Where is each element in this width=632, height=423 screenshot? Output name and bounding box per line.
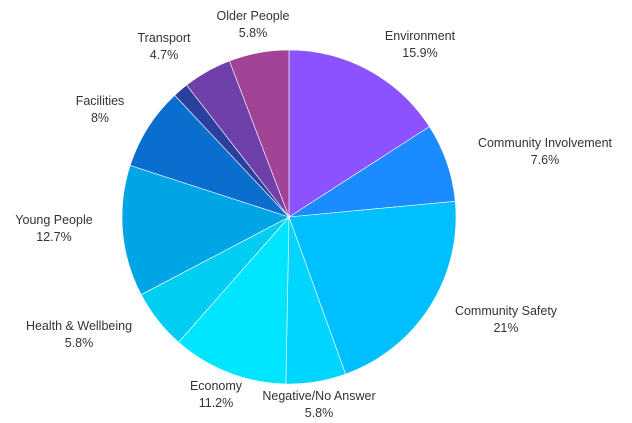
slice-label-community-safety: Community Safety [455, 304, 558, 318]
slice-value-facilities: 8% [91, 111, 109, 125]
slice-label-environment: Environment [385, 29, 456, 43]
slice-value-health-wellbeing: 5.8% [65, 336, 94, 350]
slice-label-negative-no-answer: Negative/No Answer [262, 389, 375, 403]
pie-slice-economy [178, 216, 290, 385]
pie-slices [121, 49, 457, 385]
slice-label-health-wellbeing: Health & Wellbeing [26, 319, 132, 333]
pie-slice-young-people [121, 165, 290, 296]
slice-value-community-safety: 21% [493, 321, 518, 335]
slice-value-older-people: 5.8% [239, 26, 268, 40]
pie-slice-community-safety [288, 200, 457, 375]
slice-label-community-involvement: Community Involvement [478, 136, 613, 150]
slice-value-environment: 15.9% [402, 46, 437, 60]
slice-label-economy: Economy [190, 379, 243, 393]
slice-label-older-people: Older People [217, 9, 290, 23]
slice-label-transport: Transport [137, 31, 191, 45]
pie-labels: Environment 15.9% Community Involvement 7.6… [15, 9, 612, 420]
slice-value-negative-no-answer: 5.8% [305, 406, 334, 420]
slice-value-transport: 4.7% [150, 48, 179, 62]
slice-label-young-people: Young People [15, 213, 92, 227]
slice-value-community-involvement: 7.6% [531, 153, 560, 167]
slice-value-economy: 11.2% [199, 396, 234, 410]
slice-value-young-people: 12.7% [36, 230, 71, 244]
pie-slice-older-people [229, 49, 290, 218]
pie-slice-environment [288, 49, 430, 218]
slice-label-facilities: Facilities [76, 94, 125, 108]
